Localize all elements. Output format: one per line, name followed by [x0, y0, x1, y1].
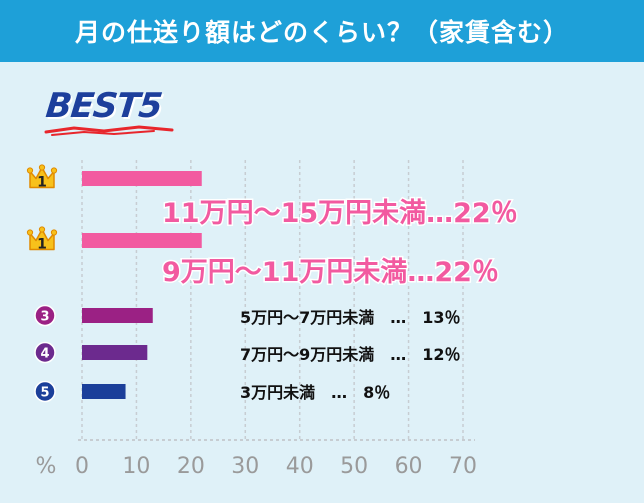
- rank-5-circle-icon: [34, 380, 56, 403]
- x-tick-label-70: 70: [449, 454, 477, 479]
- data-label-2: 9万円〜11万円未満…22％: [162, 257, 499, 288]
- bar-5: [82, 384, 126, 399]
- rank-1-number: 1: [37, 175, 47, 191]
- data-label-4: 7万円〜9万円未満 … 12％: [240, 345, 461, 364]
- x-tick-label-0: 0: [75, 454, 89, 479]
- x-axis-label: %: [36, 454, 57, 479]
- data-label-5: 3万円未満 … 8％: [240, 383, 390, 402]
- rank-1-crown-icon: [26, 164, 58, 189]
- bar-3: [82, 308, 153, 323]
- rank-3-circle-icon: [34, 304, 56, 327]
- chart-title: 月の仕送り額はどのくらい？（家賃含む）: [0, 0, 644, 62]
- x-tick-label-10: 10: [122, 454, 150, 479]
- rank-2-crown-icon: [26, 226, 58, 251]
- data-label-3: 5万円〜7万円未満 … 13％: [240, 308, 461, 327]
- bar-1: [82, 171, 202, 186]
- rank-2-number: 1: [37, 237, 47, 253]
- x-tick-label-20: 20: [177, 454, 205, 479]
- rank-5-number: 5: [40, 386, 49, 401]
- x-tick-label-30: 30: [231, 454, 259, 479]
- best5-underline-decoration: [44, 125, 174, 136]
- x-tick-label-60: 60: [395, 454, 423, 479]
- rank-4-circle-icon: [34, 341, 56, 364]
- rank-3-number: 3: [40, 310, 49, 325]
- x-tick-label-50: 50: [340, 454, 368, 479]
- rank-4-number: 4: [40, 347, 49, 362]
- x-tick-label-40: 40: [286, 454, 314, 479]
- bar-2: [82, 233, 202, 248]
- data-label-1: 11万円〜15万円未満…22％: [162, 198, 518, 229]
- bar-4: [82, 345, 148, 360]
